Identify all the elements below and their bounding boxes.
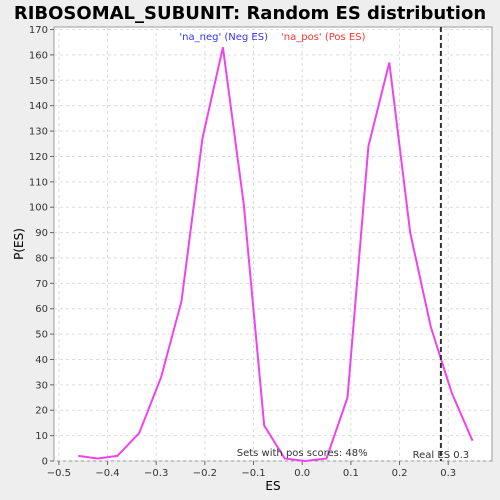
- x-tick-label: −0.2: [193, 468, 217, 479]
- x-tick-label: 0.1: [343, 468, 359, 479]
- x-tick-label: −0.4: [95, 468, 119, 479]
- y-tick-label: 140: [29, 101, 48, 112]
- x-axis: −0.5 −0.4 −0.3 −0.2 −0.1 0.0 0.1 0.2 0.3: [47, 461, 456, 479]
- y-tick-label: 110: [29, 177, 48, 188]
- x-tick-label: 0.0: [294, 468, 310, 479]
- y-tick-label: 130: [29, 127, 48, 138]
- real-es-label: Real ES 0.3: [413, 450, 469, 461]
- x-tick-label: −0.1: [241, 468, 265, 479]
- y-tick-label: 120: [29, 152, 48, 163]
- x-tick-label: 0.2: [392, 468, 408, 479]
- y-axis: 0 10 20 30 40 50 60 70 80 90 100 110 120 130 140 150 160…: [29, 25, 54, 468]
- y-tick-label: 50: [35, 330, 48, 341]
- y-axis-label: P(ES): [12, 228, 26, 260]
- y-tick-label: 30: [35, 380, 48, 391]
- y-tick-label: 100: [29, 203, 48, 214]
- series-line: [78, 47, 474, 463]
- y-tick-label: 150: [29, 76, 48, 87]
- y-tick-label: 40: [35, 355, 48, 366]
- y-tick-label: 80: [35, 253, 48, 264]
- y-tick-label: 60: [35, 304, 48, 315]
- grid-lines: [54, 27, 492, 462]
- x-tick-label: 0.3: [440, 468, 456, 479]
- legend: 'na_neg' (Neg ES) 'na_pos' (Pos ES): [179, 32, 365, 43]
- y-tick-label: 70: [35, 279, 48, 290]
- y-tick-label: 20: [35, 406, 48, 417]
- y-tick-label: 170: [29, 25, 48, 36]
- y-tick-label: 160: [29, 50, 48, 61]
- x-axis-label: ES: [265, 479, 280, 493]
- legend-entry-pos: 'na_pos' (Pos ES): [281, 32, 366, 43]
- x-tick-label: −0.3: [144, 468, 168, 479]
- y-tick-label: 90: [35, 228, 48, 239]
- y-tick-label: 10: [35, 431, 48, 442]
- y-tick-label: 0: [42, 457, 48, 468]
- plot-area: [53, 26, 493, 462]
- legend-entry-neg: 'na_neg' (Neg ES): [179, 32, 268, 43]
- pos-scores-note: Sets with pos scores: 48%: [237, 448, 368, 459]
- chart-title: RIBOSOMAL_SUBUNIT: Random ES distributio…: [14, 3, 486, 24]
- annotations: Real ES 0.3 Sets with pos scores: 48%: [237, 27, 469, 461]
- x-tick-label: −0.5: [47, 468, 71, 479]
